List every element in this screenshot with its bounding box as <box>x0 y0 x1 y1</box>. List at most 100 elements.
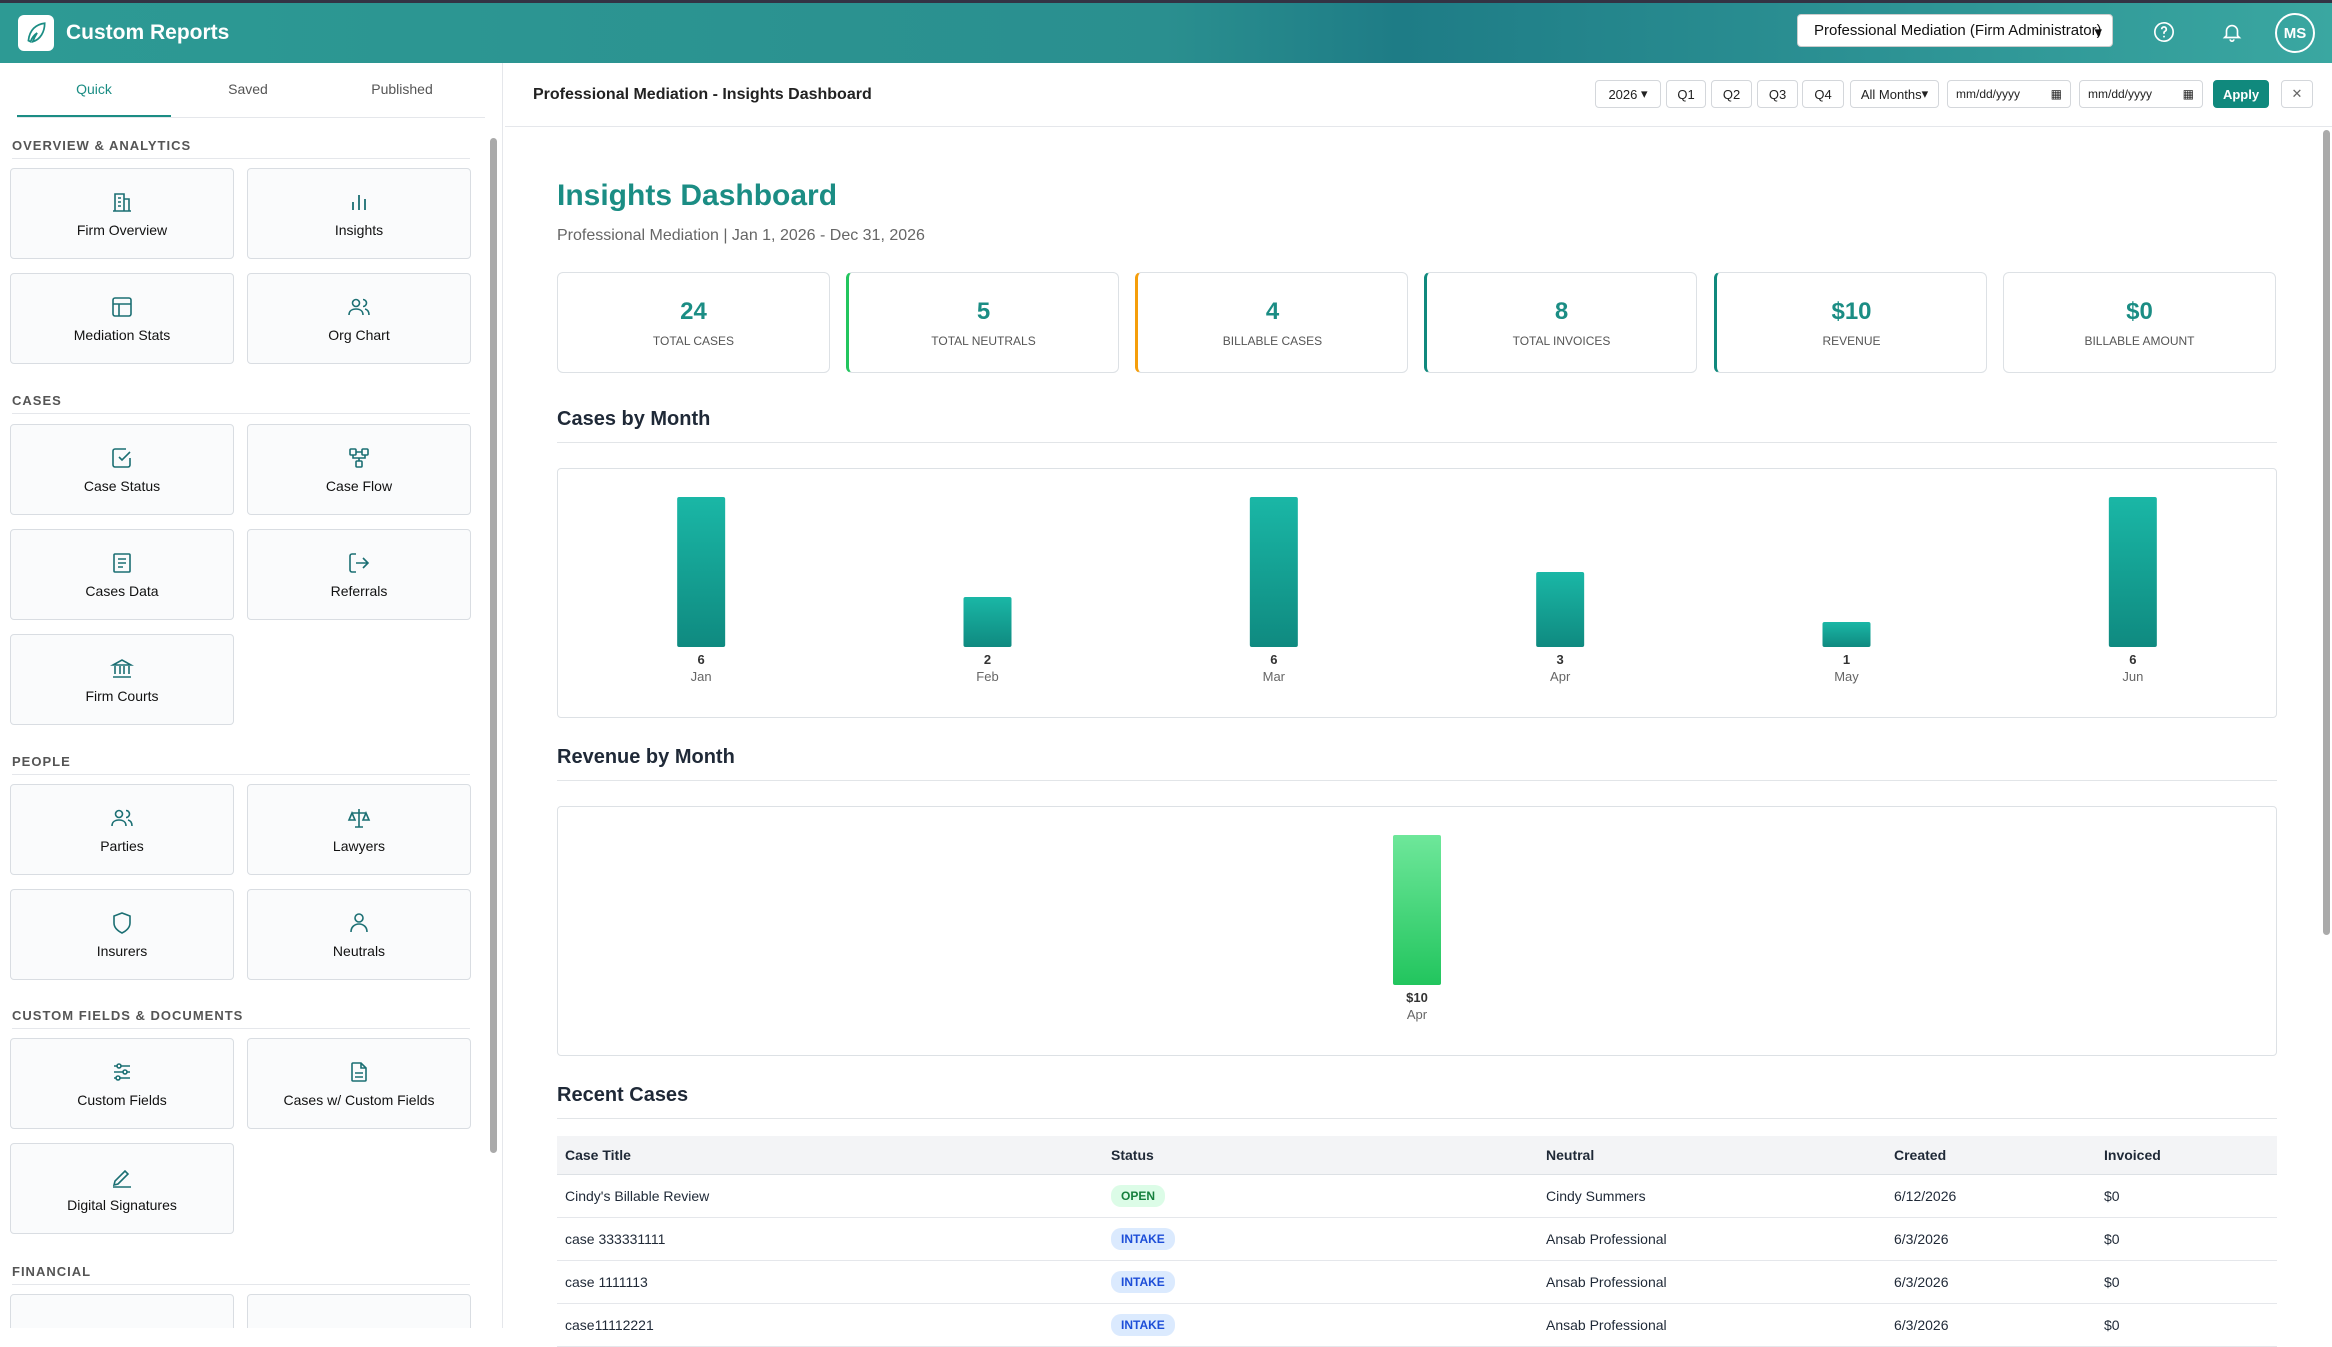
card-label: Case Status <box>83 477 161 494</box>
apply-button[interactable]: Apply <box>2213 80 2269 108</box>
calendar-icon: ▦ <box>2182 87 2194 101</box>
stat-label: Total Neutrals <box>931 333 1036 348</box>
cases-by-month-heading: Cases by Month <box>557 408 711 430</box>
help-icon[interactable] <box>2151 19 2177 45</box>
courthouse-icon <box>110 658 134 678</box>
section-divider <box>12 1028 470 1029</box>
table-row[interactable]: case11112221 INTAKE Ansab Professional 6/3/… <box>557 1303 2277 1347</box>
col-created[interactable]: Created <box>1886 1136 2096 1175</box>
report-digital-signatures[interactable]: Digital Signatures <box>10 1143 234 1234</box>
card-label: Digital Signatures <box>67 1196 177 1213</box>
col-neutral[interactable]: Neutral <box>1538 1136 1886 1175</box>
stat-label: Total Invoices <box>1512 333 1611 348</box>
report-parties[interactable]: Parties <box>10 784 234 875</box>
bar-apr <box>1536 572 1585 647</box>
table-row[interactable]: case 333331111 INTAKE Ansab Professional 6/… <box>557 1217 2277 1261</box>
col-status[interactable]: Status <box>1103 1136 1538 1175</box>
report-lawyers[interactable]: Lawyers <box>247 784 471 875</box>
report-org-chart[interactable]: Org Chart <box>247 273 471 364</box>
report-financial-2[interactable] <box>247 1294 471 1328</box>
end-date-input[interactable]: mm/dd/yyyy ▦ <box>2079 80 2203 108</box>
stat-billable-amount: $0 Billable Amount <box>2003 272 2276 373</box>
cell-neutral: Ansab Professional <box>1538 1217 1886 1261</box>
quarter-q1-button[interactable]: Q1 <box>1666 80 1706 108</box>
quarter-q2-button[interactable]: Q2 <box>1711 80 1752 108</box>
bar-value-label: 3 <box>1557 652 1564 667</box>
report-cases-data[interactable]: Cases Data <box>10 529 234 620</box>
cell-neutral: Ansab Professional <box>1538 1303 1886 1347</box>
card-label: Neutrals <box>332 942 386 959</box>
section-divider <box>557 780 2277 781</box>
status-badge: INTAKE <box>1111 1313 1175 1336</box>
bar-apr <box>1393 835 1441 985</box>
stat-total-cases: 24 Total Cases <box>557 272 830 373</box>
section-divider <box>12 774 470 775</box>
bar-category-label: Apr <box>1407 1007 1428 1022</box>
stat-value: $10 <box>1831 297 1872 325</box>
stat-label: Total Cases <box>652 333 735 348</box>
avatar[interactable]: MS <box>2275 13 2315 53</box>
table-row[interactable]: case 1111113 INTAKE Ansab Professional 6/3/… <box>557 1260 2277 1304</box>
col-invoiced[interactable]: Invoiced <box>2096 1136 2277 1175</box>
report-firm-courts[interactable]: Firm Courts <box>10 634 234 725</box>
section-divider <box>12 1284 470 1285</box>
report-case-status[interactable]: Case Status <box>10 424 234 515</box>
section-divider <box>12 158 470 159</box>
report-insurers[interactable]: Insurers <box>10 889 234 980</box>
section-cases: CASES <box>12 393 62 408</box>
stat-label: Billable Cases <box>1222 333 1323 348</box>
report-mediation-stats[interactable]: Mediation Stats <box>10 273 234 364</box>
month-value: All Months <box>1860 86 1922 102</box>
firm-select-value: Professional Mediation (Firm Administrat… <box>1814 22 2102 39</box>
tab-quick[interactable]: Quick <box>17 63 171 117</box>
shield-icon <box>113 911 131 934</box>
cell-title: case 1111113 <box>557 1260 1103 1304</box>
report-neutrals[interactable]: Neutrals <box>247 889 471 980</box>
app-logo[interactable] <box>18 15 54 51</box>
tab-saved[interactable]: Saved <box>228 81 268 97</box>
chevron-down-icon: ▾ <box>1641 86 1648 101</box>
report-case-flow[interactable]: Case Flow <box>247 424 471 515</box>
card-label: Mediation Stats <box>73 326 171 343</box>
month-select[interactable]: All Months ▾ <box>1850 80 1939 108</box>
section-custom-fields: CUSTOM FIELDS & DOCUMENTS <box>12 1008 244 1023</box>
cell-invoiced: $0 <box>2096 1174 2277 1218</box>
stat-label: Revenue <box>1822 333 1881 348</box>
card-label: Firm Overview <box>76 221 168 238</box>
start-date-input[interactable]: mm/dd/yyyy ▦ <box>1947 80 2071 108</box>
bell-icon[interactable] <box>2219 19 2245 45</box>
dashboard-title: Insights Dashboard <box>557 179 838 212</box>
col-case-title[interactable]: Case Title <box>557 1136 1103 1175</box>
bar-category-label: Apr <box>1550 669 1571 684</box>
section-divider <box>12 413 470 414</box>
calendar-icon: ▦ <box>2050 87 2062 101</box>
recent-cases-heading: Recent Cases <box>557 1084 689 1106</box>
close-icon[interactable]: ✕ <box>2281 80 2313 108</box>
status-badge: OPEN <box>1111 1184 1166 1207</box>
building-icon <box>113 192 131 212</box>
quarter-q4-button[interactable]: Q4 <box>1802 80 1844 108</box>
report-firm-overview[interactable]: Firm Overview <box>10 168 234 259</box>
main-panel: Professional Mediation - Insights Dashbo… <box>505 63 2332 1347</box>
sidebar-scrollbar[interactable] <box>490 138 497 1153</box>
check-square-icon <box>112 447 131 468</box>
cell-status: INTAKE <box>1103 1303 1538 1347</box>
main-scrollbar[interactable] <box>2323 130 2330 935</box>
section-divider <box>557 1118 2277 1119</box>
cell-created: 6/3/2026 <box>1886 1217 2096 1261</box>
report-referrals[interactable]: Referrals <box>247 529 471 620</box>
report-insights[interactable]: Insights <box>247 168 471 259</box>
report-custom-fields[interactable]: Custom Fields <box>10 1038 234 1129</box>
report-financial-1[interactable] <box>10 1294 234 1328</box>
report-cases-custom-fields[interactable]: Cases w/ Custom Fields <box>247 1038 471 1129</box>
table-row[interactable]: Cindy's Billable Review OPEN Cindy Summers… <box>557 1174 2277 1218</box>
tab-published[interactable]: Published <box>371 81 433 97</box>
section-overview: OVERVIEW & ANALYTICS <box>12 138 192 153</box>
card-label: Firm Courts <box>85 687 159 704</box>
quarter-q3-button[interactable]: Q3 <box>1757 80 1798 108</box>
section-people: PEOPLE <box>12 754 71 769</box>
logout-icon <box>349 552 370 573</box>
year-select[interactable]: 2026 ▾ <box>1595 80 1661 108</box>
firm-select[interactable]: Professional Mediation (Firm Administrat… <box>1797 14 2113 47</box>
bar-category-label: Jun <box>2122 669 2143 684</box>
